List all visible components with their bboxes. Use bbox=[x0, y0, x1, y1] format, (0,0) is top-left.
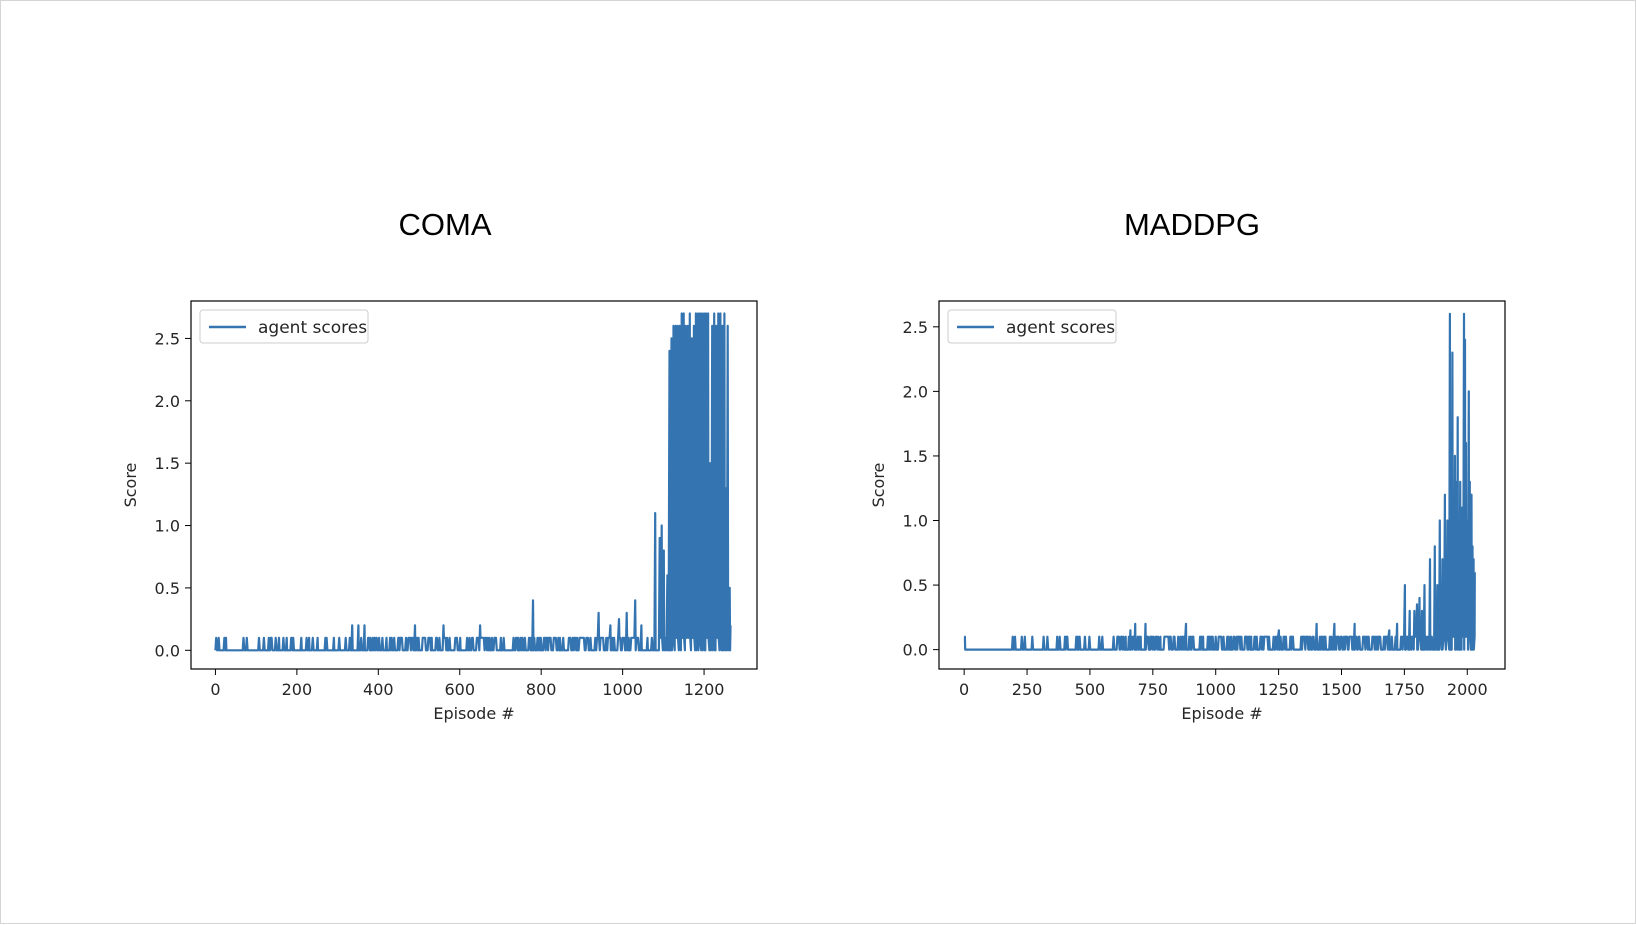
x-axis-label: Episode # bbox=[433, 704, 514, 723]
y-tick-label: 0.5 bbox=[903, 576, 928, 595]
y-tick-label: 2.0 bbox=[903, 382, 928, 401]
legend-box bbox=[947, 309, 1117, 344]
x-tick-label: 1250 bbox=[1258, 680, 1299, 699]
x-tick-label: 2000 bbox=[1447, 680, 1488, 699]
y-tick-label: 1.5 bbox=[903, 447, 928, 466]
x-tick-label: 400 bbox=[363, 680, 394, 699]
y-axis-label: Score bbox=[869, 463, 888, 508]
series-line-agent-scores bbox=[963, 312, 1476, 651]
x-tick-label: 200 bbox=[282, 680, 313, 699]
x-tick-label: 1500 bbox=[1321, 680, 1362, 699]
x-tick-label: 800 bbox=[526, 680, 557, 699]
x-tick-label: 250 bbox=[1012, 680, 1043, 699]
y-tick-label: 2.5 bbox=[903, 318, 928, 337]
x-tick-label: 0 bbox=[959, 680, 969, 699]
x-tick-label: 600 bbox=[444, 680, 475, 699]
legend-label: agent scores bbox=[1006, 318, 1115, 338]
chart-coma: 0 200 400 600 800 1000 1200 0.0 0.5 1.0 1.5 2.0 2.5 E… bbox=[121, 300, 758, 723]
x-tick-label: 1750 bbox=[1384, 680, 1425, 699]
panel-title-coma: COMA bbox=[398, 207, 492, 242]
y-tick-label: 1.0 bbox=[903, 512, 928, 531]
x-tick-label: 750 bbox=[1138, 680, 1169, 699]
plot-frame bbox=[190, 300, 758, 670]
y-tick-label: 0.5 bbox=[155, 579, 180, 598]
y-tick-label: 2.5 bbox=[155, 329, 180, 348]
y-axis-label: Score bbox=[121, 463, 140, 508]
chart-maddpg: 0 250 500 750 1000 1250 1500 1750 2000 0.0 0.5 1.0 1… bbox=[869, 300, 1506, 723]
x-tick-label: 1200 bbox=[684, 680, 725, 699]
x-tick-label: 1000 bbox=[602, 680, 643, 699]
legend-label: agent scores bbox=[258, 318, 367, 338]
series-line-agent-scores bbox=[214, 312, 732, 652]
panel-title-maddpg: MADDPG bbox=[1123, 207, 1261, 242]
y-tick-label: 0.0 bbox=[903, 641, 928, 660]
y-tick-label: 2.0 bbox=[155, 392, 180, 411]
y-tick-label: 1.0 bbox=[155, 517, 180, 536]
y-tick-label: 1.5 bbox=[155, 454, 180, 473]
y-tick-label: 0.0 bbox=[155, 641, 180, 660]
x-axis-label: Episode # bbox=[1181, 704, 1262, 723]
legend-box bbox=[199, 309, 369, 344]
plot-frame bbox=[938, 300, 1506, 670]
x-tick-label: 500 bbox=[1075, 680, 1106, 699]
x-tick-label: 1000 bbox=[1195, 680, 1236, 699]
x-tick-label: 0 bbox=[210, 680, 220, 699]
